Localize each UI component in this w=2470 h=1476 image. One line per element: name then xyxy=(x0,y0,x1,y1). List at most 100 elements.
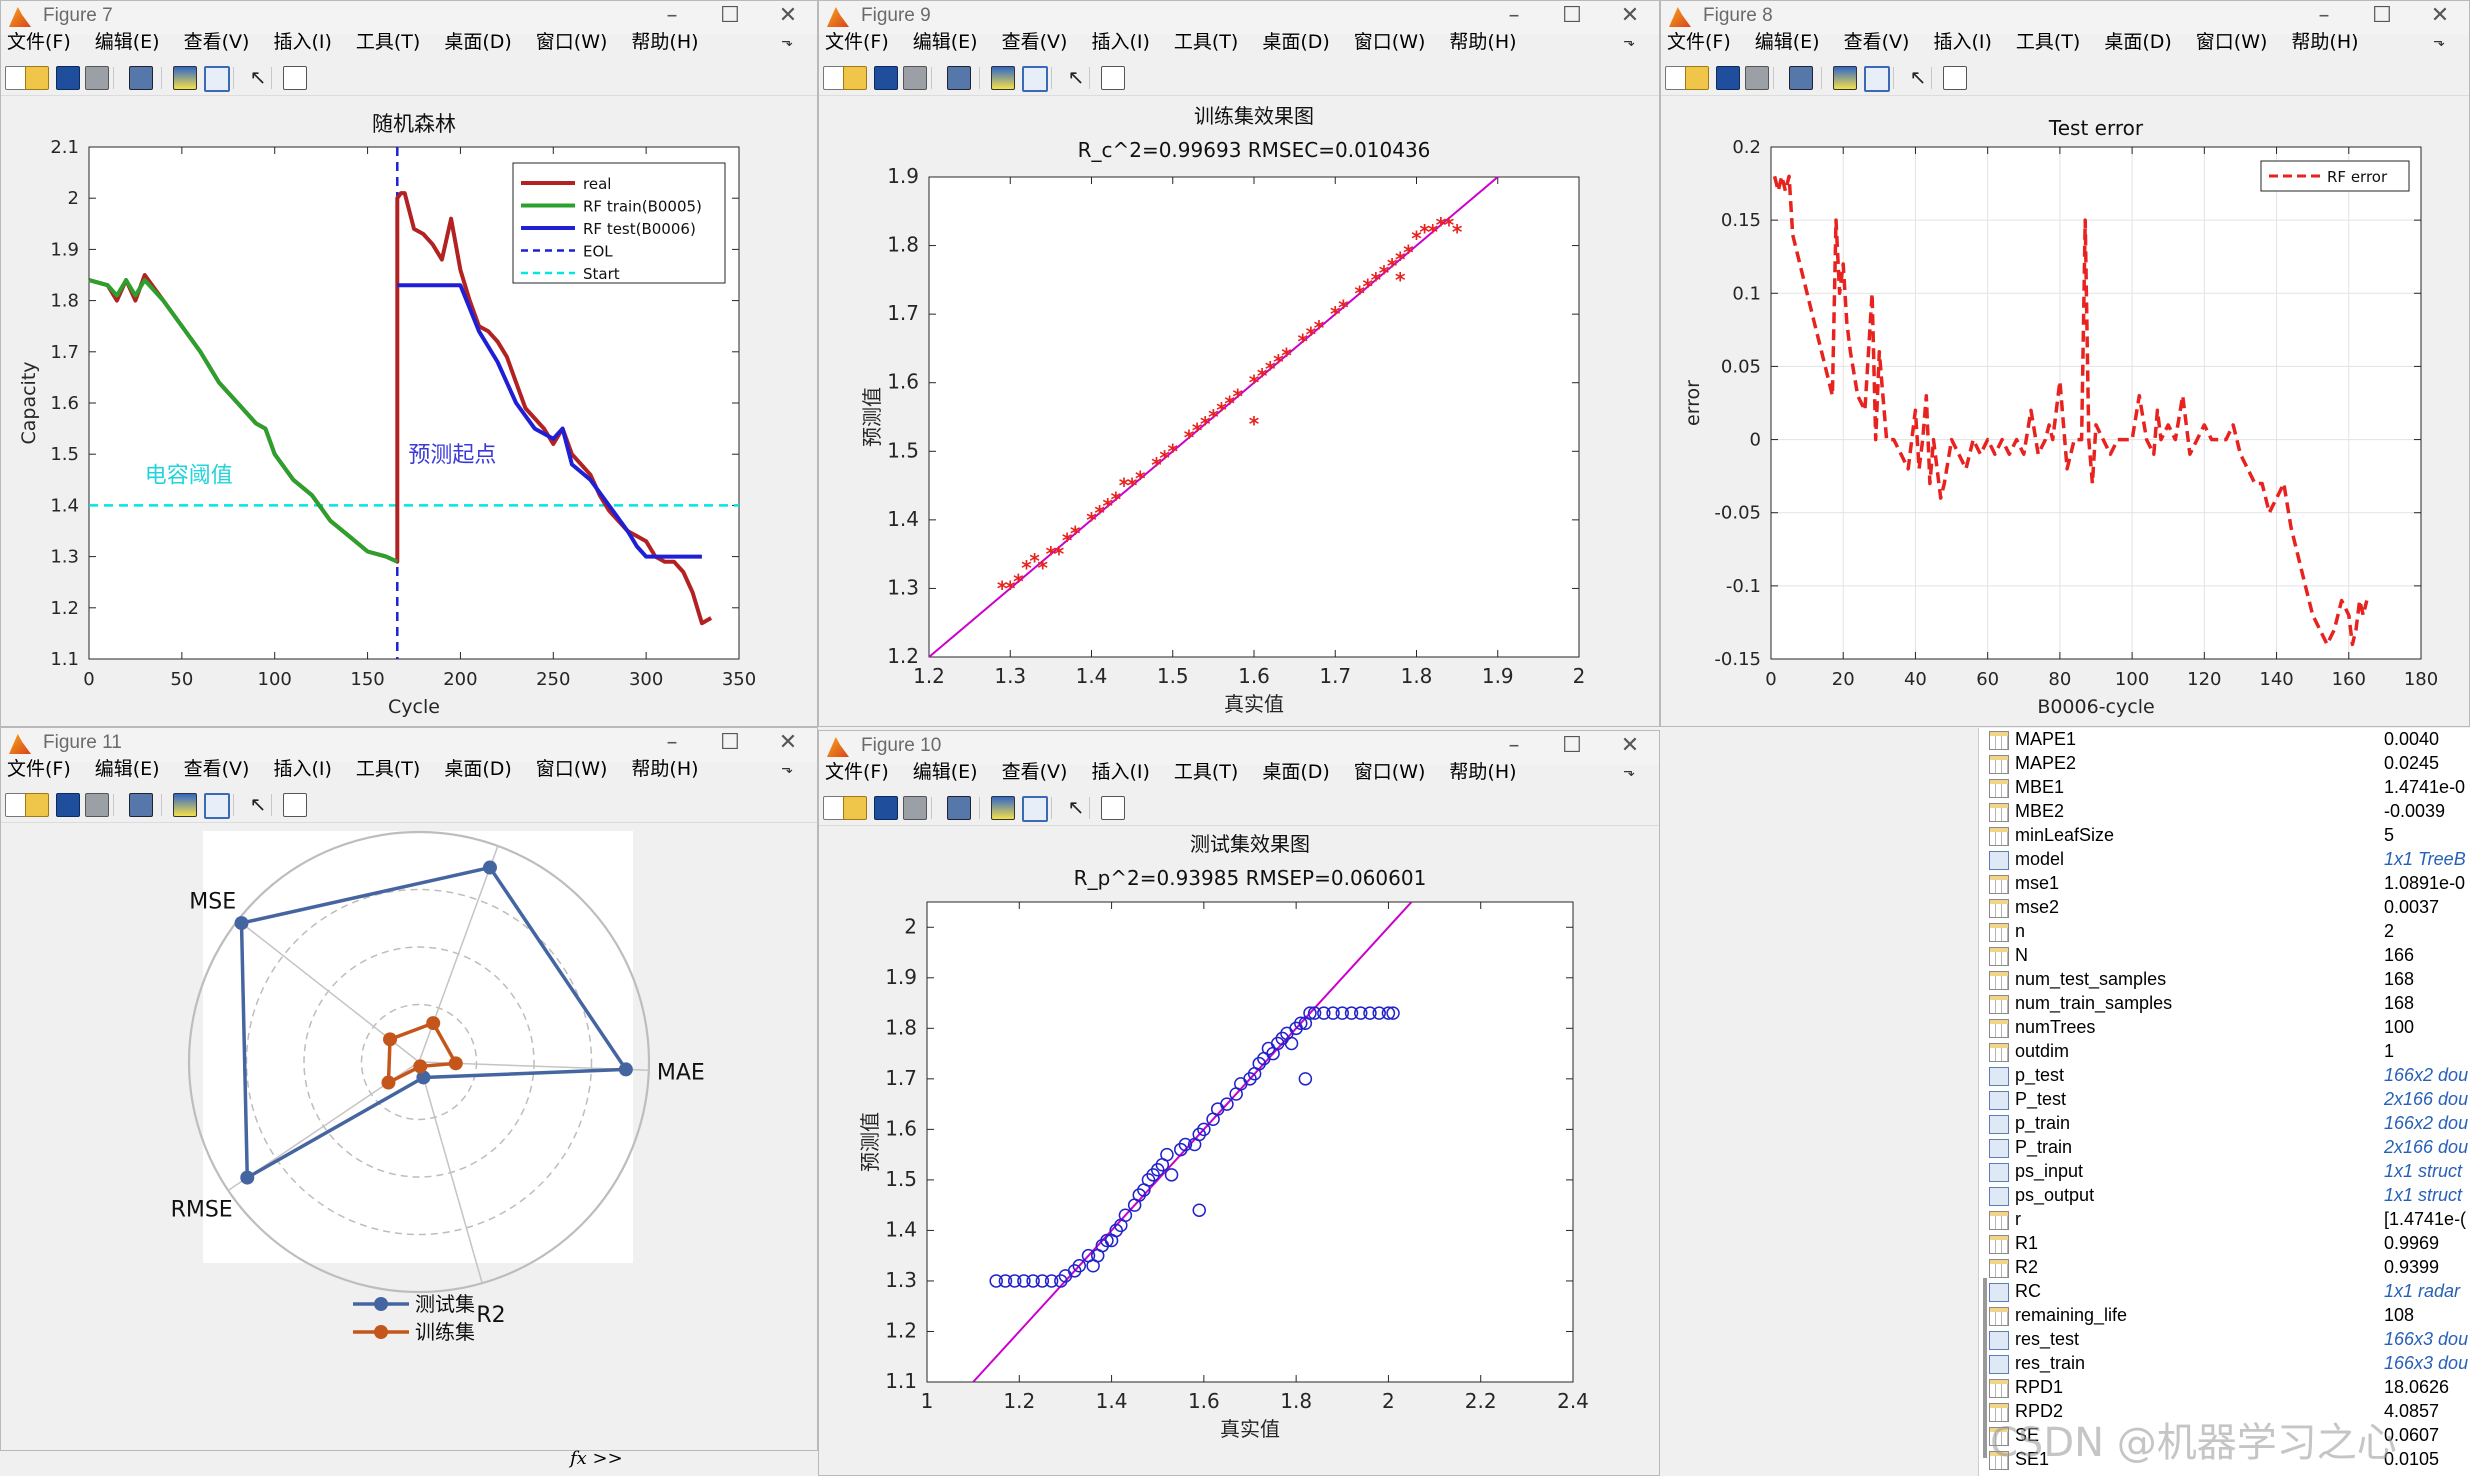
menu-item[interactable]: 桌面(D) xyxy=(444,31,512,53)
menu-item[interactable]: 查看(V) xyxy=(183,31,250,53)
close-icon[interactable]: ✕ xyxy=(2430,3,2450,28)
colorbar-icon[interactable] xyxy=(173,793,197,817)
legend-icon[interactable] xyxy=(204,66,230,92)
figure-9-titlebar[interactable]: Figure 9 – ☐ ✕ xyxy=(819,1,1659,35)
colorbar-icon[interactable] xyxy=(991,796,1015,820)
link-plot-icon[interactable] xyxy=(947,66,971,90)
menu-item[interactable]: 文件(F) xyxy=(1667,31,1731,53)
menu-item[interactable]: 帮助(H) xyxy=(2291,31,2359,53)
pointer-icon[interactable]: ↖ xyxy=(1067,795,1085,819)
workspace-variable-row[interactable]: RC 1x1 radar xyxy=(1979,1280,2470,1304)
menu-item[interactable]: 编辑(E) xyxy=(94,758,160,780)
menu-item[interactable]: 编辑(E) xyxy=(912,31,978,53)
maximize-icon[interactable]: ☐ xyxy=(720,3,740,28)
menu-item[interactable]: 查看(V) xyxy=(183,758,250,780)
colorbar-icon[interactable] xyxy=(1833,66,1857,90)
workspace-variable-row[interactable]: ps_input 1x1 struct xyxy=(1979,1160,2470,1184)
menu-item[interactable]: 编辑(E) xyxy=(912,761,978,783)
figure-10-titlebar[interactable]: Figure 10 – ☐ ✕ xyxy=(819,731,1659,765)
workspace-variable-row[interactable]: remaining_life 108 xyxy=(1979,1304,2470,1328)
menu-item[interactable]: 插入(I) xyxy=(1933,31,1992,53)
chart[interactable]: 1 1.2 1.4 1.6 1.8 2 2.2 2.4 1.1 1.2 1.3 1.4 1.5 1.6 1.… xyxy=(819,827,1660,1476)
dock-arrow-icon[interactable]: ⬎ xyxy=(1623,764,1635,780)
menu-item[interactable]: 帮助(H) xyxy=(1449,761,1517,783)
workspace-variable-row[interactable]: MBE2 -0.0039 xyxy=(1979,800,2470,824)
save-icon[interactable] xyxy=(1716,66,1740,90)
workspace-variable-row[interactable]: p_test 166x2 dou xyxy=(1979,1064,2470,1088)
colorbar-icon[interactable] xyxy=(991,66,1015,90)
pointer-icon[interactable]: ↖ xyxy=(1067,65,1085,89)
save-icon[interactable] xyxy=(874,66,898,90)
save-icon[interactable] xyxy=(56,66,80,90)
print-icon[interactable] xyxy=(903,796,927,820)
menu-item[interactable]: 工具(T) xyxy=(355,758,421,780)
close-icon[interactable]: ✕ xyxy=(1620,733,1640,758)
print-icon[interactable] xyxy=(903,66,927,90)
save-icon[interactable] xyxy=(874,796,898,820)
open-file-icon[interactable] xyxy=(25,66,49,90)
menu-item[interactable]: 窗口(W) xyxy=(1353,761,1426,783)
workspace-variable-row[interactable]: P_test 2x166 dou xyxy=(1979,1088,2470,1112)
workspace-variable-row[interactable]: RPD1 18.0626 xyxy=(1979,1376,2470,1400)
workspace-variable-row[interactable]: r [1.4741e-( xyxy=(1979,1208,2470,1232)
close-icon[interactable]: ✕ xyxy=(778,3,798,28)
print-icon[interactable] xyxy=(1745,66,1769,90)
menu-item[interactable]: 帮助(H) xyxy=(631,31,699,53)
menu-item[interactable]: 查看(V) xyxy=(1843,31,1910,53)
menu-item[interactable]: 文件(F) xyxy=(825,31,889,53)
workspace-variable-row[interactable]: num_test_samples 168 xyxy=(1979,968,2470,992)
dock-arrow-icon[interactable]: ⬎ xyxy=(2433,34,2445,50)
minimize-icon[interactable]: – xyxy=(2318,3,2330,28)
menu-item[interactable]: 工具(T) xyxy=(1173,31,1239,53)
open-file-icon[interactable] xyxy=(843,66,867,90)
workspace-variable-row[interactable]: outdim 1 xyxy=(1979,1040,2470,1064)
menu-item[interactable]: 插入(I) xyxy=(1091,31,1150,53)
menu-item[interactable]: 窗口(W) xyxy=(535,31,608,53)
menu-item[interactable]: 查看(V) xyxy=(1001,31,1068,53)
minimize-icon[interactable]: – xyxy=(666,730,678,755)
chart[interactable]: 1.2 1.3 1.4 1.5 1.6 1.7 1.8 1.9 2 1.2 1.3 1.4 1.5 1.6… xyxy=(819,97,1660,727)
workspace-variable-row[interactable]: res_train 166x3 dou xyxy=(1979,1352,2470,1376)
menu-item[interactable]: 编辑(E) xyxy=(94,31,160,53)
maximize-icon[interactable]: ☐ xyxy=(2372,3,2392,28)
workspace-variable-row[interactable]: mse2 0.0037 xyxy=(1979,896,2470,920)
open-file-icon[interactable] xyxy=(1685,66,1709,90)
menu-item[interactable]: 桌面(D) xyxy=(1262,31,1330,53)
figure-7-titlebar[interactable]: Figure 7 – ☐ ✕ xyxy=(1,1,817,35)
pointer-icon[interactable]: ↖ xyxy=(249,65,267,89)
close-icon[interactable]: ✕ xyxy=(778,730,798,755)
pointer-icon[interactable]: ↖ xyxy=(1909,65,1927,89)
property-inspector-icon[interactable] xyxy=(283,66,307,90)
close-icon[interactable]: ✕ xyxy=(1620,3,1640,28)
legend-icon[interactable] xyxy=(1022,796,1048,822)
menu-item[interactable]: 工具(T) xyxy=(355,31,421,53)
workspace-variable-row[interactable]: ps_output 1x1 struct xyxy=(1979,1184,2470,1208)
workspace-variable-row[interactable]: num_train_samples 168 xyxy=(1979,992,2470,1016)
menu-item[interactable]: 帮助(H) xyxy=(631,758,699,780)
minimize-icon[interactable]: – xyxy=(1508,733,1520,758)
maximize-icon[interactable]: ☐ xyxy=(1562,3,1582,28)
link-plot-icon[interactable] xyxy=(129,793,153,817)
menu-item[interactable]: 窗口(W) xyxy=(1353,31,1426,53)
menu-item[interactable]: 窗口(W) xyxy=(2195,31,2268,53)
menu-item[interactable]: 编辑(E) xyxy=(1754,31,1820,53)
maximize-icon[interactable]: ☐ xyxy=(720,730,740,755)
workspace-variable-row[interactable]: MAPE2 0.0245 xyxy=(1979,752,2470,776)
minimize-icon[interactable]: – xyxy=(1508,3,1520,28)
chart[interactable]: 0 20 40 60 80 100 120 140 160 180 -0.15 -0.1 -0.05 0 0… xyxy=(1661,97,2470,727)
menu-item[interactable]: 工具(T) xyxy=(1173,761,1239,783)
dock-arrow-icon[interactable]: ⬎ xyxy=(1623,34,1635,50)
legend-icon[interactable] xyxy=(204,793,230,819)
workspace-variable-row[interactable]: R1 0.9969 xyxy=(1979,1232,2470,1256)
property-inspector-icon[interactable] xyxy=(283,793,307,817)
colorbar-icon[interactable] xyxy=(173,66,197,90)
menu-item[interactable]: 桌面(D) xyxy=(2104,31,2172,53)
workspace-variable-row[interactable]: RPD2 4.0857 xyxy=(1979,1400,2470,1424)
pointer-icon[interactable]: ↖ xyxy=(249,792,267,816)
property-inspector-icon[interactable] xyxy=(1943,66,1967,90)
open-file-icon[interactable] xyxy=(843,796,867,820)
menu-item[interactable]: 插入(I) xyxy=(1091,761,1150,783)
menu-item[interactable]: 插入(I) xyxy=(273,758,332,780)
